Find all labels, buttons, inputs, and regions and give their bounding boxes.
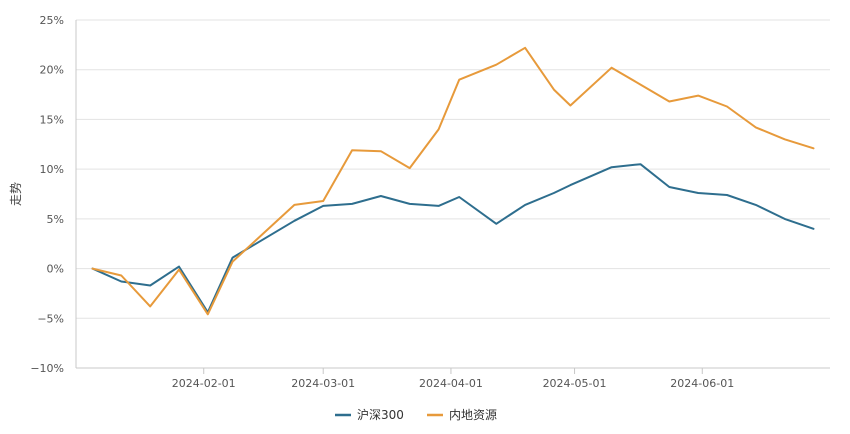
legend-label: 沪深300 [357,408,404,422]
y-tick-label: 5% [47,213,64,226]
y-tick-label: 10% [40,163,64,176]
y-tick-label: 20% [40,64,64,77]
y-tick-label: 15% [40,113,64,126]
y-tick-label: −10% [30,362,64,375]
x-tick-label: 2024-06-01 [670,377,734,390]
grid-lines [76,19,830,319]
x-tick-label: 2024-03-01 [291,377,355,390]
x-tick-label: 2024-02-01 [172,377,236,390]
y-tick-labels: −10% −5% 0% 5% 10% 15% 20% 25% [30,14,64,375]
series-lines [91,46,815,316]
y-tick-label: 25% [40,14,64,27]
x-tick-labels: 2024-02-01 2024-03-01 2024-04-01 2024-05-01… [172,368,734,390]
legend-label: 内地资源 [449,408,497,422]
y-axis-label: 走势 [9,182,23,206]
series-line-1 [91,46,815,316]
series-line-0 [91,163,815,314]
y-tick-label: −5% [37,312,64,325]
x-tick-label: 2024-05-01 [543,377,607,390]
y-tick-label: 0% [47,263,64,276]
x-tick-label: 2024-04-01 [419,377,483,390]
legend: 沪深300 内地资源 [335,408,497,422]
